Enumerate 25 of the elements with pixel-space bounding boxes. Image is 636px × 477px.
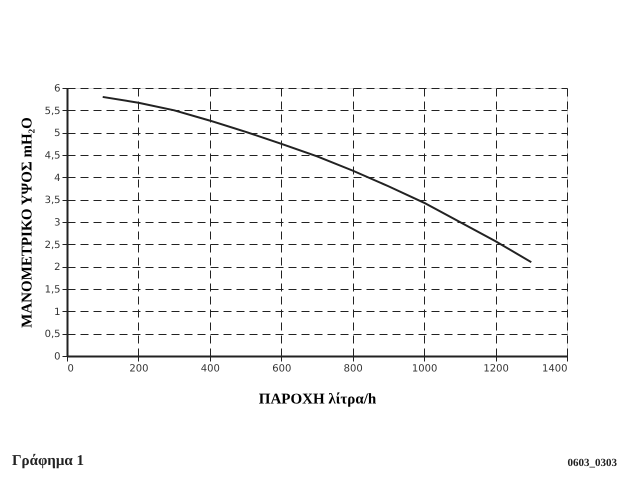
y-tick-label: 4,5: [44, 150, 60, 162]
x-tick-label: 1000: [412, 364, 438, 374]
x-tick-label: 0: [68, 364, 74, 374]
y-tick-label: 5,5: [44, 106, 60, 117]
y-tick-label: 4: [54, 172, 60, 184]
text: Γράφημα 1: [12, 453, 84, 469]
y-tick-label: 2,5: [44, 240, 60, 251]
x-tick-label: 1400: [542, 364, 568, 374]
y-axis-title: ΜΑΝΟΜΕΤΡΙΚΟ ΥΨΟΣ mH₂O: [20, 117, 36, 328]
x-axis-title: ΠΑΡΟΧΗ λίτρα/h: [258, 392, 377, 408]
y-tick-label: 5: [54, 128, 60, 140]
y-tick-label: 3,5: [44, 195, 60, 206]
x-tick-label: 400: [200, 364, 220, 374]
y-tick-label: 0: [54, 352, 60, 362]
y-tick-label: 0,5: [44, 329, 60, 340]
y-tick-label: 6: [54, 84, 60, 94]
x-tick-label: 600: [272, 364, 292, 374]
x-tick-label: 800: [344, 364, 363, 374]
text: 0603_0303: [568, 457, 618, 469]
y-tick-label: 2: [54, 262, 60, 274]
y-tick-label: 3: [54, 218, 60, 228]
x-tick-label: 1200: [483, 364, 509, 374]
x-tick-label: 200: [129, 364, 148, 374]
y-tick-label: 1: [54, 306, 60, 318]
y-tick-label: 1,5: [44, 284, 60, 296]
